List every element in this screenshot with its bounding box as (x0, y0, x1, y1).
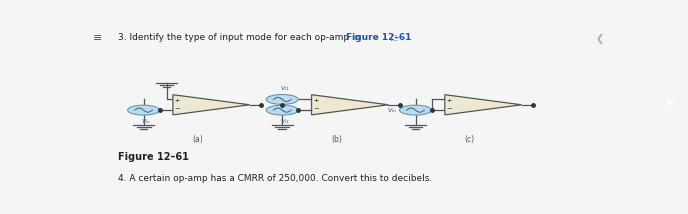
Text: ⬚: ⬚ (388, 33, 398, 42)
Text: −: − (447, 106, 452, 112)
Text: ≡: ≡ (92, 33, 102, 43)
Text: $V_{i1}$: $V_{i1}$ (280, 84, 290, 93)
Polygon shape (445, 95, 522, 115)
Text: (a): (a) (193, 135, 204, 144)
Circle shape (266, 95, 298, 104)
Circle shape (127, 105, 160, 115)
Polygon shape (312, 95, 388, 115)
Circle shape (400, 105, 431, 115)
Text: (c): (c) (465, 135, 475, 144)
Text: +: + (447, 98, 452, 103)
Text: $V_{in}$: $V_{in}$ (387, 106, 397, 114)
Text: Figure 12–61: Figure 12–61 (118, 152, 189, 162)
Text: Figure 12–61: Figure 12–61 (345, 33, 411, 42)
Text: ★: ★ (663, 96, 675, 109)
Text: $V_{i2}$: $V_{i2}$ (280, 117, 290, 126)
Text: −: − (313, 106, 319, 112)
Text: +: + (175, 98, 180, 103)
Text: +: + (313, 98, 319, 103)
Circle shape (266, 105, 298, 115)
Text: $V_{in}$: $V_{in}$ (141, 117, 151, 126)
Text: 4. A certain op-amp has a CMRR of 250,000. Convert this to decibels.: 4. A certain op-amp has a CMRR of 250,00… (118, 174, 432, 183)
Polygon shape (173, 95, 250, 115)
Text: −: − (174, 106, 180, 112)
Text: (b): (b) (331, 135, 342, 144)
Text: ❮: ❮ (596, 34, 604, 44)
Text: 3. Identify the type of input mode for each op-amp in: 3. Identify the type of input mode for e… (118, 33, 363, 42)
